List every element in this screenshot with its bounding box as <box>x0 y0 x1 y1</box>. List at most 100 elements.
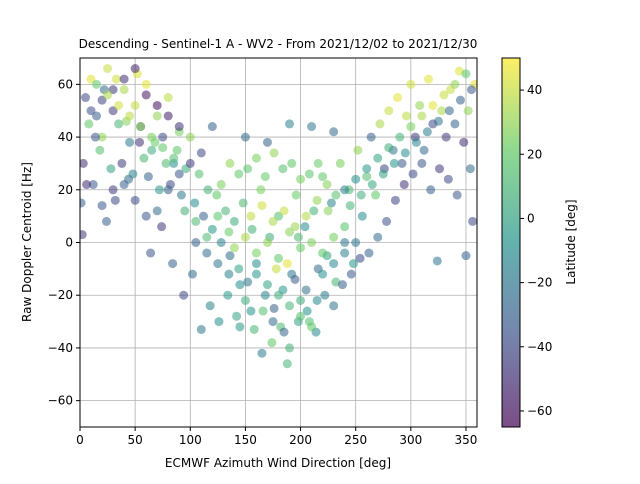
data-point <box>82 180 92 190</box>
y-axis-ticks: −60 −40 −20 0 20 40 60 <box>48 77 80 408</box>
data-point <box>309 206 319 216</box>
x-tick-label: 50 <box>127 433 142 447</box>
data-point <box>101 216 111 226</box>
data-point <box>158 132 168 142</box>
data-point <box>395 132 405 142</box>
data-point <box>419 145 429 155</box>
data-point <box>110 195 120 205</box>
data-point <box>345 201 355 211</box>
data-point <box>269 303 279 313</box>
data-point <box>213 211 223 221</box>
data-point <box>435 164 445 174</box>
data-point <box>163 185 173 195</box>
x-tick-label: 100 <box>179 433 202 447</box>
data-point <box>362 172 372 182</box>
data-point <box>353 145 363 155</box>
data-point <box>224 227 234 237</box>
data-point <box>318 248 328 258</box>
data-point <box>373 232 383 242</box>
data-point <box>117 158 127 168</box>
data-point <box>285 301 295 311</box>
data-point <box>174 169 184 179</box>
data-point <box>304 169 314 179</box>
data-point <box>243 164 253 174</box>
data-point <box>452 190 462 200</box>
data-point <box>417 111 427 121</box>
data-point <box>301 211 311 221</box>
data-point <box>86 106 96 116</box>
data-point <box>130 64 140 74</box>
data-point <box>400 148 410 158</box>
data-point <box>130 100 140 110</box>
data-point <box>247 224 257 234</box>
y-axis-label: Raw Doppler Centroid [Hz] <box>20 162 34 322</box>
data-point <box>224 269 234 279</box>
data-point <box>340 222 350 232</box>
data-point <box>203 185 213 195</box>
data-point <box>234 264 244 274</box>
data-point <box>232 311 242 321</box>
data-point <box>378 169 388 179</box>
data-point <box>340 248 350 258</box>
data-point <box>355 253 365 263</box>
data-point <box>267 338 277 348</box>
y-tick-label: 0 <box>65 236 73 250</box>
data-point <box>318 269 328 279</box>
data-point <box>262 238 272 247</box>
data-point <box>364 248 374 258</box>
data-point <box>384 106 394 116</box>
data-point <box>216 180 226 190</box>
data-point <box>163 93 173 103</box>
y-tick-label: 60 <box>58 77 73 91</box>
data-point <box>251 153 261 163</box>
data-point <box>136 122 146 132</box>
y-tick-label: −20 <box>48 288 73 302</box>
data-point <box>432 256 442 266</box>
data-point <box>300 222 310 232</box>
data-point <box>119 180 129 190</box>
data-point <box>307 322 317 332</box>
data-point <box>326 198 336 208</box>
data-point <box>194 169 204 179</box>
data-point <box>408 169 418 179</box>
colorbar-tick-label: 0 <box>527 211 535 225</box>
colorbar-tick-label: −20 <box>527 276 552 290</box>
data-point <box>106 164 116 174</box>
data-point <box>318 172 328 182</box>
colorbar <box>501 57 521 428</box>
data-point <box>97 132 107 142</box>
data-point <box>450 119 460 129</box>
data-point <box>152 111 162 121</box>
data-point <box>205 301 215 311</box>
data-point <box>296 311 306 321</box>
data-point <box>459 137 469 147</box>
colorbar-tick-label: −40 <box>527 340 552 354</box>
data-point <box>81 93 91 103</box>
data-point <box>111 74 121 84</box>
data-point <box>95 145 105 155</box>
data-point <box>285 119 295 129</box>
x-tick-label: 250 <box>344 433 367 447</box>
data-point <box>290 274 300 284</box>
data-point <box>356 190 366 200</box>
data-point <box>147 145 157 155</box>
data-point <box>260 290 270 300</box>
data-point <box>146 248 156 258</box>
data-point <box>169 153 179 163</box>
data-point <box>143 172 153 182</box>
data-point <box>307 238 317 247</box>
data-point <box>329 127 339 137</box>
data-point <box>108 185 118 195</box>
y-tick-label: −60 <box>48 394 73 408</box>
colorbar-tick-label: 40 <box>527 83 542 97</box>
y-tick-label: 40 <box>58 130 73 144</box>
data-point <box>176 190 186 200</box>
data-point <box>279 327 289 337</box>
data-point <box>251 248 261 258</box>
data-point <box>411 137 421 147</box>
data-point <box>158 143 168 153</box>
data-point <box>437 106 447 116</box>
data-point <box>296 295 306 305</box>
chart-title: Descending - Sentinel-1 A - WV2 - From 2… <box>79 37 478 51</box>
